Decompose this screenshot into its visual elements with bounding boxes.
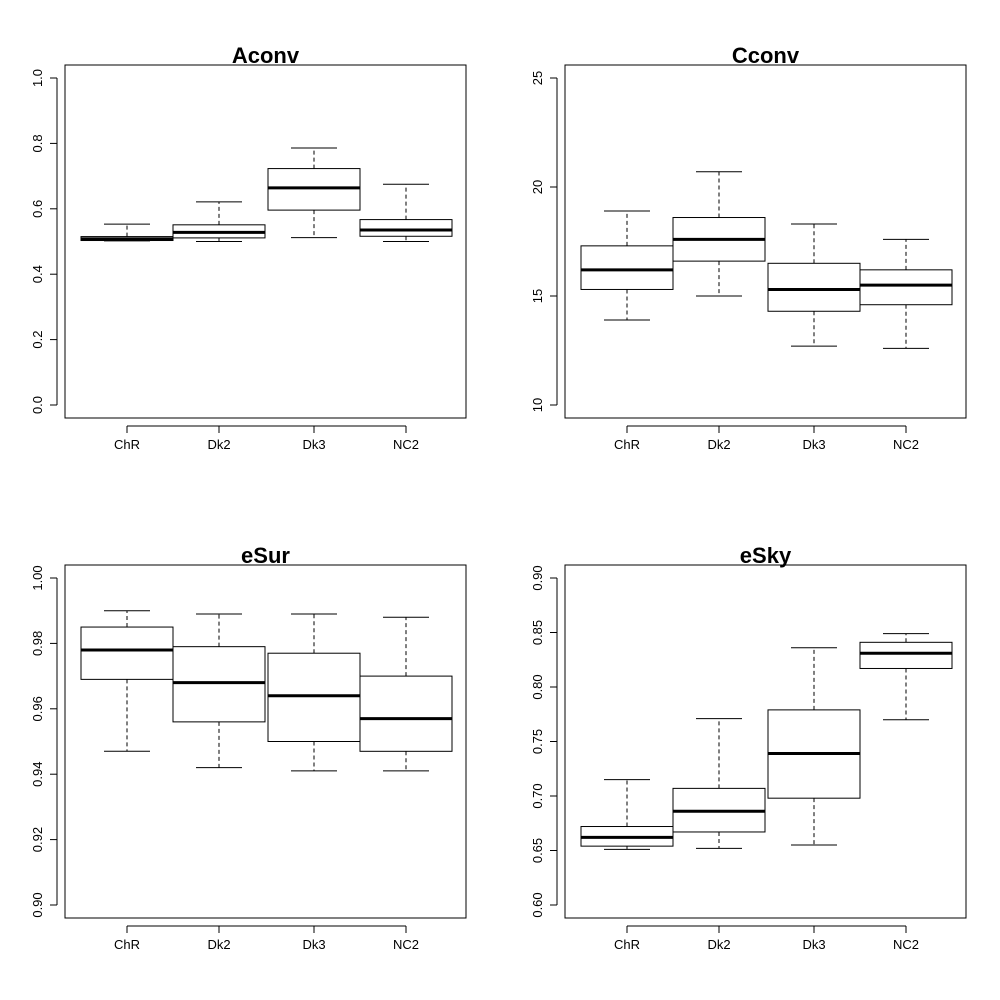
panel-1-box-Dk2: Dk2	[172, 201, 266, 452]
panel-3-box-NC2: NC2	[359, 616, 453, 952]
panel-3-y-tick-label: 0.90	[30, 892, 45, 917]
panel-1-box-NC2: NC2	[359, 183, 453, 452]
panel-3-title: eSur	[241, 543, 290, 568]
panel-2-plot-frame	[564, 64, 967, 419]
panel-2-y-tick-label: 15	[530, 289, 545, 303]
panel-4-y-tick-label: 0.65	[530, 838, 545, 863]
panel-2-y-tick-label: 25	[530, 71, 545, 85]
panel-1-x-tick-label: NC2	[393, 437, 419, 452]
iqr-box	[580, 245, 674, 290]
panel-2-box-Dk3: Dk3	[767, 223, 861, 452]
panel-4-y-tick-label: 0.70	[530, 783, 545, 808]
panel-1-plot-frame	[64, 64, 467, 419]
panel-2-y-tick-label: 20	[530, 180, 545, 194]
iqr-box	[767, 262, 861, 312]
panel-1-x-tick-label: Dk2	[207, 437, 230, 452]
panel-1-y-tick-label: 0.8	[30, 134, 45, 152]
iqr-box	[267, 652, 361, 743]
panel-3-plot-frame	[64, 564, 467, 919]
iqr-box	[859, 641, 953, 669]
panel-4-x-tick-label: Dk2	[707, 937, 730, 952]
panel-3: eSur 0.90 0.92 0.94 0.96 0.98 1.00 ChR Dk2 Dk3 NC2	[30, 543, 467, 952]
panel-2-box-Dk2: Dk2	[672, 171, 766, 452]
panel-4-plot-frame	[564, 564, 967, 919]
panel-1-y-tick-label: 0.0	[30, 396, 45, 414]
panel-3-y-tick-label: 0.94	[30, 762, 45, 787]
panel-4-box-ChR: ChR	[580, 779, 674, 952]
panel-2-x-tick-label: Dk3	[802, 437, 825, 452]
panel-1-box-ChR: ChR	[80, 223, 174, 452]
panel-4-y-tick-label: 0.85	[530, 620, 545, 645]
iqr-box	[359, 219, 453, 237]
panel-2: Cconv 10 15 20 25 ChR Dk2 Dk3 NC2	[530, 43, 967, 452]
panel-4-box-NC2: NC2	[859, 633, 953, 952]
panel-4-y-tick-label: 0.75	[530, 729, 545, 754]
panel-3-box-ChR: ChR	[80, 610, 174, 952]
iqr-box	[80, 626, 174, 680]
panel-4-x-tick-label: ChR	[614, 937, 640, 952]
panel-4-y-tick-label: 0.60	[530, 892, 545, 917]
panel-3-y-tick-label: 0.98	[30, 631, 45, 656]
panel-2-x-tick-label: Dk2	[707, 437, 730, 452]
panel-1-y-tick-label: 0.4	[30, 265, 45, 283]
panel-3-y-tick-label: 0.96	[30, 696, 45, 721]
iqr-box	[359, 675, 453, 752]
panel-4-box-Dk2: Dk2	[672, 718, 766, 952]
panel-1: Aconv 0.0 0.2 0.4 0.6 0.8 1.0 ChR Dk2 Dk3 NC2	[30, 43, 467, 452]
panel-1-y-tick-label: 1.0	[30, 69, 45, 87]
panel-3-x-tick-label: ChR	[114, 937, 140, 952]
panel-3-x-tick-label: NC2	[393, 937, 419, 952]
panel-2-x-tick-label: NC2	[893, 437, 919, 452]
panel-2-box-ChR: ChR	[580, 210, 674, 452]
panel-3-y-tick-label: 1.00	[30, 565, 45, 590]
panel-4-y-tick-label: 0.90	[530, 565, 545, 590]
panel-2-box-NC2: NC2	[859, 238, 953, 452]
panel-1-x-tick-label: ChR	[114, 437, 140, 452]
panel-3-x-tick-label: Dk2	[207, 937, 230, 952]
panel-2-title: Cconv	[732, 43, 800, 68]
panel-4-title: eSky	[740, 543, 792, 568]
panel-1-y-tick-label: 0.2	[30, 331, 45, 349]
panel-1-box-Dk3: Dk3	[267, 147, 361, 452]
panel-3-y-tick-label: 0.92	[30, 827, 45, 852]
panel-3-box-Dk2: Dk2	[172, 613, 266, 952]
panel-4-x-tick-label: Dk3	[802, 937, 825, 952]
panel-1-y-tick-label: 0.6	[30, 200, 45, 218]
panel-1-x-tick-label: Dk3	[302, 437, 325, 452]
iqr-box	[172, 646, 266, 723]
panel-4: eSky 0.60 0.65 0.70 0.75 0.80 0.85 0.90 ChR Dk2 Dk…	[530, 543, 967, 952]
panel-4-x-tick-label: NC2	[893, 937, 919, 952]
iqr-box	[859, 269, 953, 306]
panel-4-y-tick-label: 0.80	[530, 674, 545, 699]
panel-3-x-tick-label: Dk3	[302, 937, 325, 952]
panel-4-box-Dk3: Dk3	[767, 647, 861, 952]
panel-2-y-tick-label: 10	[530, 398, 545, 412]
panel-2-x-tick-label: ChR	[614, 437, 640, 452]
panel-1-title: Aconv	[232, 43, 300, 68]
panel-3-box-Dk3: Dk3	[267, 613, 361, 952]
